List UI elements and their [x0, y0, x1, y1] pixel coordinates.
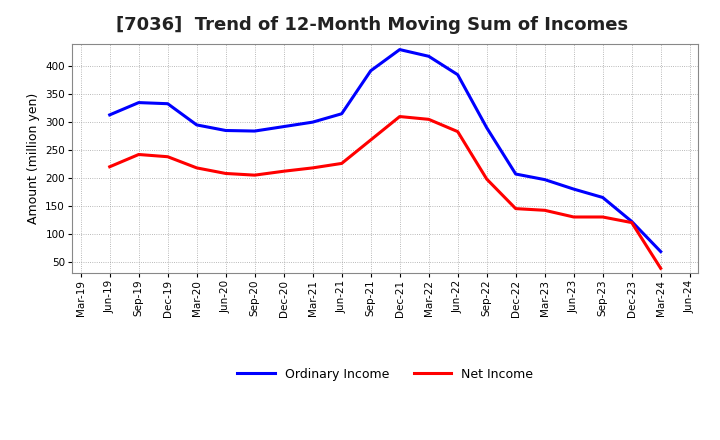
Y-axis label: Amount (million yen): Amount (million yen) [27, 93, 40, 224]
Net Income [105, 164, 114, 169]
Ordinary Income [338, 111, 346, 117]
Net Income [570, 214, 578, 220]
Ordinary Income [424, 54, 433, 59]
Ordinary Income [482, 125, 491, 130]
Net Income [657, 266, 665, 271]
Ordinary Income [192, 122, 201, 128]
Net Income [511, 206, 520, 211]
Ordinary Income [395, 47, 404, 52]
Net Income [395, 114, 404, 119]
Net Income [454, 129, 462, 134]
Ordinary Income [570, 187, 578, 192]
Net Income [366, 137, 375, 143]
Net Income [598, 214, 607, 220]
Ordinary Income [541, 177, 549, 182]
Net Income [192, 165, 201, 171]
Net Income [308, 165, 317, 171]
Ordinary Income [511, 172, 520, 177]
Net Income [251, 172, 259, 178]
Net Income [135, 152, 143, 157]
Net Income [424, 117, 433, 122]
Ordinary Income [251, 128, 259, 134]
Text: [7036]  Trend of 12-Month Moving Sum of Incomes: [7036] Trend of 12-Month Moving Sum of I… [116, 16, 628, 34]
Line: Net Income: Net Income [109, 117, 661, 268]
Net Income [279, 169, 288, 174]
Net Income [221, 171, 230, 176]
Ordinary Income [657, 249, 665, 254]
Legend: Ordinary Income, Net Income: Ordinary Income, Net Income [232, 363, 539, 385]
Ordinary Income [627, 219, 636, 224]
Net Income [627, 220, 636, 225]
Ordinary Income [454, 72, 462, 77]
Ordinary Income [308, 120, 317, 125]
Ordinary Income [105, 112, 114, 117]
Net Income [541, 208, 549, 213]
Net Income [482, 176, 491, 182]
Line: Ordinary Income: Ordinary Income [109, 50, 661, 252]
Ordinary Income [221, 128, 230, 133]
Net Income [163, 154, 172, 159]
Ordinary Income [598, 195, 607, 200]
Ordinary Income [279, 124, 288, 129]
Net Income [338, 161, 346, 166]
Ordinary Income [163, 101, 172, 106]
Ordinary Income [135, 100, 143, 105]
Ordinary Income [366, 68, 375, 73]
